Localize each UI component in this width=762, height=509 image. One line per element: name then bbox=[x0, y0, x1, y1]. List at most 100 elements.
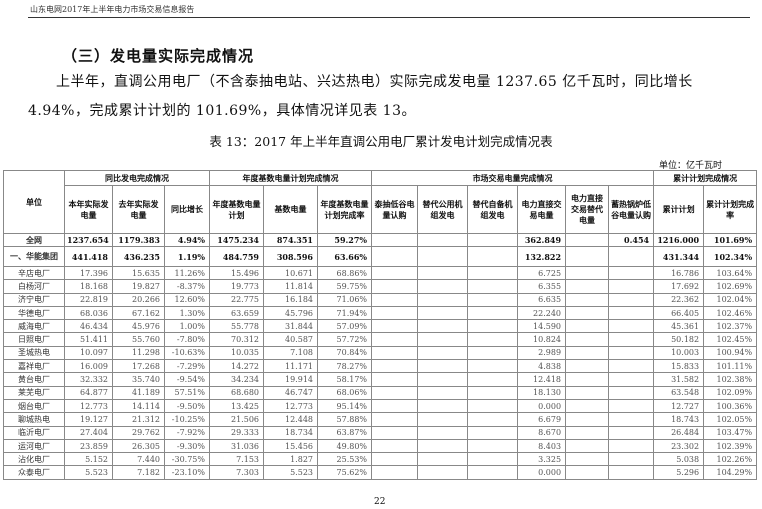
table-cell bbox=[417, 279, 469, 294]
table-cell: 6.725 bbox=[517, 265, 567, 281]
table-cell bbox=[417, 452, 469, 467]
table-cell: 26.305 bbox=[112, 438, 165, 454]
table-cell: 67.162 bbox=[112, 305, 165, 321]
column-header: 蓄热锅炉低谷电量认购 bbox=[608, 185, 655, 234]
table-cell: -9.54% bbox=[164, 372, 210, 387]
table-cell: 103.47% bbox=[703, 425, 758, 440]
table-cell bbox=[417, 319, 469, 334]
table-cell: 5.152 bbox=[64, 452, 113, 467]
table-cell: 100.36% bbox=[703, 398, 758, 414]
row-label: 济宁电厂 bbox=[3, 292, 65, 307]
table-cell bbox=[417, 233, 469, 247]
table-caption: 表 13：2017 年上半年直调公用电厂累计发电计划完成情况表 bbox=[209, 134, 553, 149]
table-cell: 70.84% bbox=[316, 345, 373, 361]
table-cell bbox=[371, 279, 419, 294]
table-cell: 441.418 bbox=[64, 246, 113, 267]
table-cell: 18.168 bbox=[64, 279, 113, 294]
table-cell: 34.234 bbox=[209, 372, 264, 387]
table-cell bbox=[371, 372, 419, 387]
row-label: 众泰电厂 bbox=[3, 465, 65, 480]
table-cell bbox=[467, 279, 519, 294]
table-cell: 0.454 bbox=[608, 233, 655, 247]
table-cell: 14.114 bbox=[112, 398, 165, 414]
table-cell: 7.153 bbox=[209, 452, 264, 467]
column-header: 替代自备机组发电 bbox=[467, 185, 519, 234]
table-cell bbox=[565, 452, 610, 467]
table-cell: 431.344 bbox=[653, 246, 705, 267]
table-cell: 31.844 bbox=[263, 319, 318, 334]
table-cell: 1237.654 bbox=[64, 233, 113, 247]
header-rule bbox=[28, 17, 750, 18]
table-cell: 21.506 bbox=[209, 412, 264, 427]
table-cell: 66.405 bbox=[653, 305, 705, 321]
table-cell: 59.75% bbox=[316, 279, 373, 294]
running-header: 山东电网2017年上半年电力市场交易信息报告 bbox=[30, 5, 195, 14]
table-cell: 49.80% bbox=[316, 438, 373, 454]
paragraph-text: 上半年，直调公用电厂（不含泰抽电站、兴达热电）实际完成发电量 1237.65 亿… bbox=[28, 74, 693, 119]
table-cell: 100.94% bbox=[703, 345, 758, 361]
table-cell bbox=[608, 452, 655, 467]
table-cell: 19.773 bbox=[209, 279, 264, 294]
table-cell bbox=[467, 345, 519, 361]
table-cell bbox=[565, 345, 610, 361]
table-cell: 63.66% bbox=[316, 246, 373, 267]
table-cell bbox=[565, 465, 610, 480]
table-cell bbox=[467, 412, 519, 427]
table-cell bbox=[608, 359, 655, 374]
table-cell: 874.351 bbox=[263, 233, 318, 247]
table-cell bbox=[371, 425, 419, 440]
table-cell: 75.62% bbox=[316, 465, 373, 480]
table-cell: 22.362 bbox=[653, 292, 705, 307]
group-header: 年度基数电量计划完成情况 bbox=[208, 170, 373, 186]
table-cell: 19.127 bbox=[64, 412, 113, 427]
table-cell: 17.268 bbox=[112, 359, 165, 374]
table-row: 辛店电厂 17.396 15.635 11.26% 15.496 10.671 68.86%… bbox=[3, 265, 758, 281]
table-cell: 46.434 bbox=[64, 319, 113, 334]
table-cell: 103.64% bbox=[703, 265, 758, 281]
section-title: （三）发电量实际完成情况 bbox=[62, 47, 255, 65]
column-header: 去年实际发电量 bbox=[112, 185, 165, 234]
table-row: 黄台电厂 32.332 35.740 -9.54% 34.234 19.914 58.17%… bbox=[3, 372, 758, 387]
table-cell: 12.60% bbox=[164, 292, 210, 307]
table-cell: 102.05% bbox=[703, 412, 758, 427]
table-cell bbox=[467, 359, 519, 374]
table-cell: 50.182 bbox=[653, 332, 705, 347]
table-row: 日照电厂 51.411 55.760 -7.80% 70.312 40.587 57.72%… bbox=[3, 332, 758, 347]
row-label: 辛店电厂 bbox=[3, 265, 65, 281]
table-cell: 58.17% bbox=[316, 372, 373, 387]
table-cell bbox=[417, 425, 469, 440]
table-cell bbox=[565, 332, 610, 347]
table-cell bbox=[467, 305, 519, 321]
table-cell: 11.814 bbox=[263, 279, 318, 294]
table-cell bbox=[608, 412, 655, 427]
table-cell bbox=[467, 319, 519, 334]
table-cell: 12.773 bbox=[64, 398, 113, 414]
table-cell: 18.130 bbox=[517, 385, 567, 400]
row-label: 白杨河厂 bbox=[3, 279, 65, 294]
table-cell: 308.596 bbox=[263, 246, 318, 267]
table-cell bbox=[417, 246, 469, 267]
table-cell bbox=[467, 332, 519, 347]
table-cell: -7.29% bbox=[164, 359, 210, 374]
table-cell: 5.523 bbox=[64, 465, 113, 480]
table-cell: 102.46% bbox=[703, 305, 758, 321]
row-label: 全网 bbox=[3, 233, 65, 247]
table-cell: 63.87% bbox=[316, 425, 373, 440]
table-cell: 1.19% bbox=[164, 246, 210, 267]
table-row: 全网 1237.654 1179.383 4.94% 1475.234 874.351 59… bbox=[3, 233, 758, 247]
table-cell: 27.404 bbox=[64, 425, 113, 440]
table-cell bbox=[371, 452, 419, 467]
table-cell: 11.26% bbox=[164, 265, 210, 281]
table-cell: 132.822 bbox=[517, 246, 567, 267]
table-cell: 17.396 bbox=[64, 265, 113, 281]
table-cell: 18.734 bbox=[263, 425, 318, 440]
table-row: 烟台电厂 12.773 14.114 -9.50% 13.425 12.773 95.14%… bbox=[3, 398, 758, 414]
table-cell bbox=[371, 292, 419, 307]
table-cell: 16.786 bbox=[653, 265, 705, 281]
table-cell: 26.484 bbox=[653, 425, 705, 440]
table-row: 聊城热电 19.127 21.312 -10.25% 21.506 12.448 57.88… bbox=[3, 412, 758, 427]
table-cell: 68.06% bbox=[316, 385, 373, 400]
table-row: 嘉祥电厂 16.009 17.268 -7.29% 14.272 11.171 78.27%… bbox=[3, 359, 758, 374]
table-row: 众泰电厂 5.523 7.182 -23.10% 7.303 5.523 75.62% 0.0… bbox=[3, 465, 758, 480]
table-cell: 6.679 bbox=[517, 412, 567, 427]
